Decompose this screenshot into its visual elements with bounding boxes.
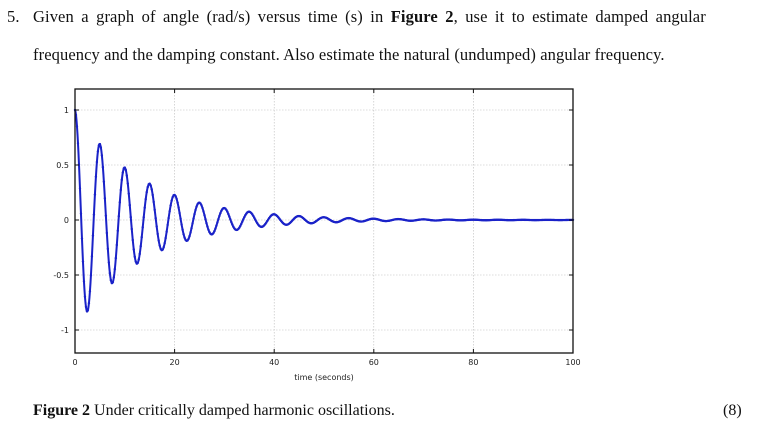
y-tick-label: -1 — [61, 326, 69, 335]
figure-reference: Figure 2 — [390, 7, 454, 26]
y-tick-label: 1 — [64, 106, 69, 115]
question-line-2: frequency and the damping constant. Also… — [33, 45, 665, 64]
x-tick-label: 0 — [72, 358, 77, 367]
x-tick-label: 20 — [170, 358, 180, 367]
caption-label: Figure 2 — [33, 402, 91, 419]
x-tick-label: 80 — [468, 358, 478, 367]
grid-lines — [75, 89, 573, 353]
axis-ticks: 0 20 40 60 80 100 1 0.5 0 -0.5 -1 — [53, 89, 581, 367]
x-tick-label: 40 — [269, 358, 279, 367]
y-tick-label: 0.5 — [56, 161, 69, 170]
x-axis-label: time (seconds) — [294, 373, 354, 382]
figure-caption: Figure 2 Under critically damped harmoni… — [33, 402, 395, 420]
y-tick-label: 0 — [64, 216, 69, 225]
damped-oscillation-chart: 0 20 40 60 80 100 1 0.5 0 -0.5 -1 time (seconds) — [53, 88, 581, 382]
x-tick-label: 100 — [565, 358, 580, 367]
question-line-1: 5. Given a graph of angle (rad/s) versus … — [7, 7, 706, 27]
plot-frame — [74, 88, 574, 354]
question-marks: (8) — [723, 402, 742, 419]
question-text-1b: , use it to estimate damped angular — [453, 7, 706, 26]
x-tick-label: 60 — [369, 358, 379, 367]
caption-text: Under critically damped harmonic oscilla… — [90, 402, 395, 419]
question-number: 5. — [7, 7, 20, 26]
data-series-angle — [73, 108, 575, 313]
y-tick-label: -0.5 — [53, 271, 69, 280]
question-text-1a: Given a graph of angle (rad/s) versus ti… — [33, 7, 391, 26]
